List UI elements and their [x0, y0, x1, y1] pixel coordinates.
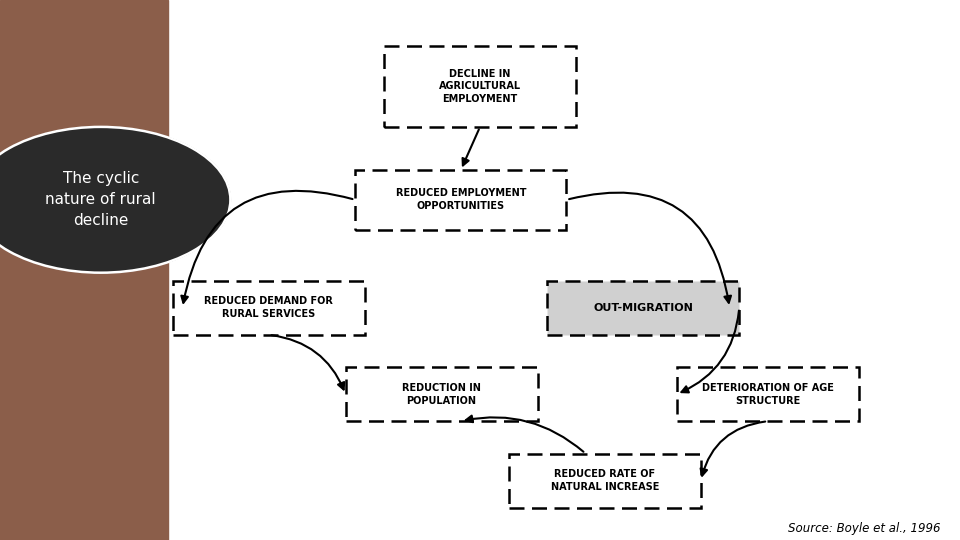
Text: REDUCED DEMAND FOR
RURAL SERVICES: REDUCED DEMAND FOR RURAL SERVICES	[204, 296, 333, 319]
FancyBboxPatch shape	[509, 454, 701, 508]
FancyBboxPatch shape	[384, 46, 576, 127]
Circle shape	[0, 127, 230, 273]
Text: REDUCTION IN
POPULATION: REDUCTION IN POPULATION	[402, 383, 481, 406]
Text: REDUCED EMPLOYMENT
OPPORTUNITIES: REDUCED EMPLOYMENT OPPORTUNITIES	[396, 188, 526, 211]
FancyBboxPatch shape	[547, 281, 739, 335]
FancyArrowPatch shape	[682, 310, 739, 393]
FancyBboxPatch shape	[677, 367, 859, 421]
FancyArrowPatch shape	[569, 193, 731, 303]
FancyArrowPatch shape	[181, 191, 352, 303]
FancyArrowPatch shape	[701, 422, 765, 476]
Text: Source: Boyle et al., 1996: Source: Boyle et al., 1996	[788, 522, 941, 535]
Text: OUT-MIGRATION: OUT-MIGRATION	[593, 303, 693, 313]
Text: DETERIORATION OF AGE
STRUCTURE: DETERIORATION OF AGE STRUCTURE	[702, 383, 834, 406]
FancyArrowPatch shape	[466, 416, 584, 452]
FancyBboxPatch shape	[355, 170, 566, 230]
FancyArrowPatch shape	[272, 335, 345, 389]
FancyBboxPatch shape	[346, 367, 538, 421]
Text: DECLINE IN
AGRICULTURAL
EMPLOYMENT: DECLINE IN AGRICULTURAL EMPLOYMENT	[439, 69, 521, 104]
Text: The cyclic
nature of rural
decline: The cyclic nature of rural decline	[45, 171, 156, 228]
Text: REDUCED RATE OF
NATURAL INCREASE: REDUCED RATE OF NATURAL INCREASE	[551, 469, 659, 492]
FancyBboxPatch shape	[173, 281, 365, 335]
Bar	[0, 0, 168, 540]
